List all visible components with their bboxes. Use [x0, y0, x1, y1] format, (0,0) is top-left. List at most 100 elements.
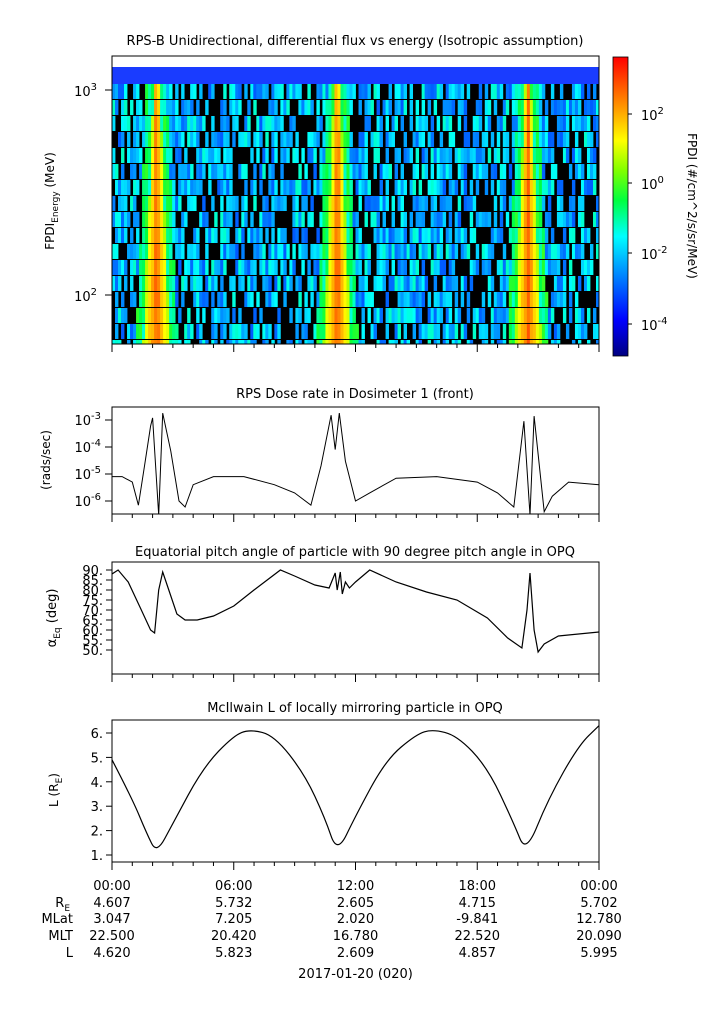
lshell-y-axis: 6.5.4.3.2.1.	[91, 727, 112, 864]
spectrogram-cell	[541, 292, 546, 307]
spectrogram-cell	[187, 180, 191, 195]
spectrogram-cell	[433, 276, 438, 291]
spectrogram-cell	[184, 100, 188, 115]
spectrogram-cell	[151, 116, 155, 131]
spectrogram-cell	[277, 340, 281, 344]
spectrogram-cell	[487, 244, 492, 259]
spectrogram-cell	[271, 164, 275, 179]
spectrogram-cell	[355, 260, 359, 275]
spectrogram-cell	[430, 180, 435, 195]
spectrogram-cell	[415, 100, 420, 115]
spectrogram-cell	[283, 148, 287, 163]
spectrogram-cell	[514, 212, 519, 227]
lshell-plot	[112, 725, 599, 849]
spectrogram-cell	[169, 116, 173, 131]
spectrogram-cell	[376, 132, 380, 147]
spectrogram-cell	[166, 84, 170, 99]
spectrogram-cell	[421, 132, 426, 147]
spectrogram-cell	[295, 340, 299, 344]
spectrogram-cell	[544, 100, 549, 115]
spectrogram-cell	[412, 164, 417, 179]
spectrogram-cell	[202, 340, 206, 344]
spectrogram-cell	[469, 180, 474, 195]
pitch-y-tick-label: 90.	[82, 564, 103, 579]
spectrogram-cell	[268, 244, 272, 259]
spectrogram-cell	[172, 308, 176, 323]
spectrogram-cell	[154, 116, 158, 131]
spectrogram-cell	[256, 148, 260, 163]
spectrogram-cell	[304, 196, 308, 211]
spectrogram-cell	[550, 132, 555, 147]
spectrogram-cell	[235, 324, 239, 339]
spectrogram-cell	[562, 212, 567, 227]
spectrogram-cell	[436, 228, 441, 243]
spectrogram-cell	[151, 260, 155, 275]
spectrogram-cell	[334, 180, 338, 195]
spectrogram-cell	[253, 340, 257, 344]
spectrogram-cell	[409, 116, 414, 131]
spectrogram-cell	[244, 116, 248, 131]
spectrogram-cell	[208, 84, 212, 99]
spectrogram-cell	[259, 212, 263, 227]
spectrogram-cell	[433, 324, 438, 339]
spectrogram-cell	[442, 116, 447, 131]
spectrogram-cell	[265, 132, 269, 147]
spectrogram-cell	[337, 340, 341, 344]
spectrogram-cell	[538, 308, 543, 323]
spectrogram-cell	[388, 228, 392, 243]
pitch-y-tick-label: 75.	[82, 594, 103, 609]
spectrogram-cell	[244, 180, 248, 195]
spectrogram-cell	[334, 276, 338, 291]
spectrogram-cell	[385, 244, 389, 259]
spectrogram-cell	[226, 132, 230, 147]
spectrogram-cell	[199, 164, 203, 179]
spectrogram-cell	[127, 212, 131, 227]
spectrogram-cell	[586, 164, 591, 179]
spectrogram-cell	[514, 308, 519, 323]
spectrogram-cell	[130, 196, 134, 211]
ephemeris-mlat-2: 2.020	[337, 912, 374, 927]
spectrogram-cell	[250, 84, 254, 99]
spectrogram-cell	[475, 212, 480, 227]
spectrogram-cell	[229, 324, 233, 339]
spectrogram-cell	[130, 276, 134, 291]
spectrogram-cell	[397, 100, 401, 115]
spectrogram-cell	[490, 244, 495, 259]
spectrogram-cell	[283, 228, 287, 243]
spectrogram-cell	[283, 180, 287, 195]
spectrogram-cell	[160, 164, 164, 179]
spectrogram-cell	[379, 196, 383, 211]
spectrogram-cell	[241, 196, 245, 211]
spectrogram-cell	[418, 276, 423, 291]
spectrogram-cell	[415, 228, 420, 243]
spectrogram-cell	[556, 116, 561, 131]
spectrogram-cell	[493, 164, 498, 179]
spectrogram-cell	[397, 260, 401, 275]
spectrogram-cell	[373, 276, 377, 291]
spectrogram-cell	[256, 228, 260, 243]
spectrogram-cell	[337, 148, 341, 163]
spectrogram-cell	[220, 212, 224, 227]
spectrogram-cell	[550, 244, 555, 259]
spectrogram-cell	[388, 132, 392, 147]
spectrogram-cell	[346, 308, 350, 323]
spectrogram-cell	[535, 324, 540, 339]
spectrogram-cell	[259, 244, 263, 259]
spectrogram-cell	[484, 84, 489, 99]
spectrogram-cell	[568, 292, 573, 307]
spectrogram-cell	[427, 180, 432, 195]
ephemeris-mlat-0: 3.047	[93, 912, 130, 927]
spectrogram-cell	[511, 260, 516, 275]
spectrogram-cell	[121, 260, 125, 275]
spectrogram-cell	[121, 148, 125, 163]
spectrogram-cell	[247, 260, 251, 275]
spectrogram-cell	[229, 212, 233, 227]
spectrogram-cell	[322, 308, 326, 323]
spectrogram-cell	[121, 132, 125, 147]
spectrogram-cell	[484, 244, 489, 259]
spectrogram-cell	[352, 260, 356, 275]
spectrogram-cell	[355, 244, 359, 259]
spectrogram-cell	[265, 228, 269, 243]
spectrogram-cell	[136, 180, 140, 195]
spectrogram-cell	[502, 180, 507, 195]
